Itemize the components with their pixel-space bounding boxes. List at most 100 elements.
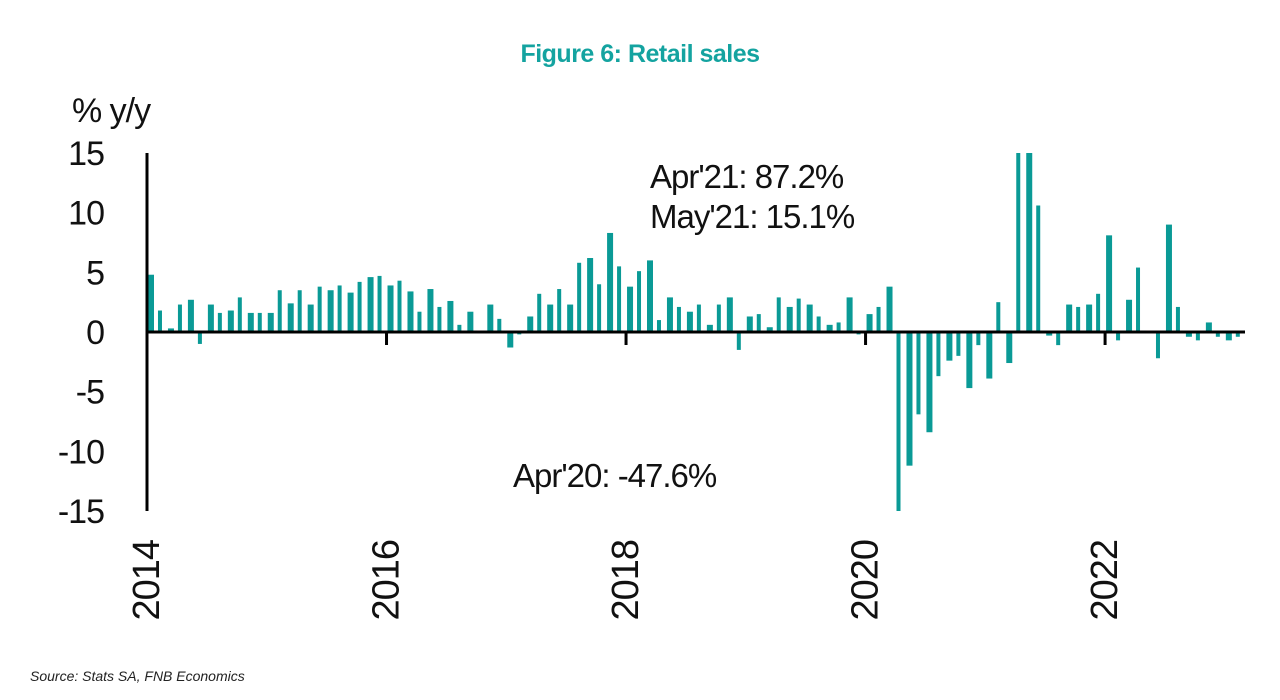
chart-title: Figure 6: Retail sales [520,40,760,68]
bar [1046,332,1053,336]
x-tick-label: 2014 [126,539,168,620]
bar [976,332,981,346]
bar [167,328,174,332]
bar [1165,224,1172,332]
bar [1126,299,1133,332]
bar [148,274,154,332]
bar [237,297,242,332]
bar [1205,322,1212,332]
bar [836,322,841,332]
bar [527,316,534,332]
y-tick-label: 10 [68,195,104,233]
bar [547,304,554,332]
bar [357,281,362,332]
x-tick-label: 2022 [1084,540,1126,621]
bar [157,310,162,332]
bar [906,332,913,466]
bar [1116,332,1121,341]
bar [1076,306,1081,332]
x-tick-label: 2018 [605,540,647,621]
bar [497,318,502,332]
bar [537,293,542,332]
bar [187,299,194,332]
bar [587,258,594,332]
bar [706,324,713,332]
bar [726,297,733,332]
bar [177,304,182,332]
bar [507,332,514,348]
bar [916,332,921,415]
bar [437,306,442,332]
bar [716,304,721,332]
bar [427,289,434,332]
bar [267,312,274,332]
bar [996,302,1001,332]
bar [876,306,881,332]
bar [1106,235,1113,332]
bar [896,332,901,511]
bar [327,290,334,332]
bar [986,332,993,379]
bar [487,304,494,332]
bar [1155,332,1160,359]
bar [696,304,701,332]
y-tick-label: 5 [86,254,104,292]
bar [746,316,753,332]
bar [686,311,693,332]
bar [467,311,474,332]
bar [756,314,761,332]
bar [577,262,582,332]
bar [337,285,342,332]
bar [557,289,562,332]
bar [397,280,402,332]
bar [1086,304,1093,332]
bar [207,304,214,332]
y-tick-label: 0 [86,314,104,352]
bar [617,266,622,332]
x-tick-label: 2020 [845,540,887,621]
y-tick-label: -15 [58,493,104,531]
bar [277,290,282,332]
bar [367,277,374,332]
bar [926,332,933,433]
y-tick-label: -5 [76,374,104,412]
bar [637,271,642,332]
bar [627,286,634,332]
bar [1175,306,1180,332]
bar [1235,332,1240,337]
bar [607,232,614,332]
bar [457,324,462,332]
y-tick-label: -10 [58,433,104,471]
bar [946,332,953,361]
bar [597,284,602,332]
bar [806,304,813,332]
bar [217,312,222,332]
bar [846,297,853,332]
bar [1016,153,1021,332]
bar [647,260,653,332]
bar [347,292,354,332]
bar [317,286,322,332]
bar [1185,332,1192,337]
bar [866,314,873,332]
bar [1066,304,1073,332]
bar [197,332,202,344]
bar [956,332,961,356]
bar [567,304,574,332]
bar [257,312,262,332]
bar [656,320,661,332]
bar [247,312,254,332]
bar [886,286,893,332]
bar [736,332,741,350]
bar [387,285,394,332]
bar [936,332,941,377]
bar [1056,332,1061,346]
x-tick-label: 2016 [366,540,408,621]
bar [786,306,793,332]
bar [1136,267,1141,332]
bar [796,298,801,332]
bar [816,316,821,332]
bar [1026,153,1033,332]
bar [377,275,382,332]
